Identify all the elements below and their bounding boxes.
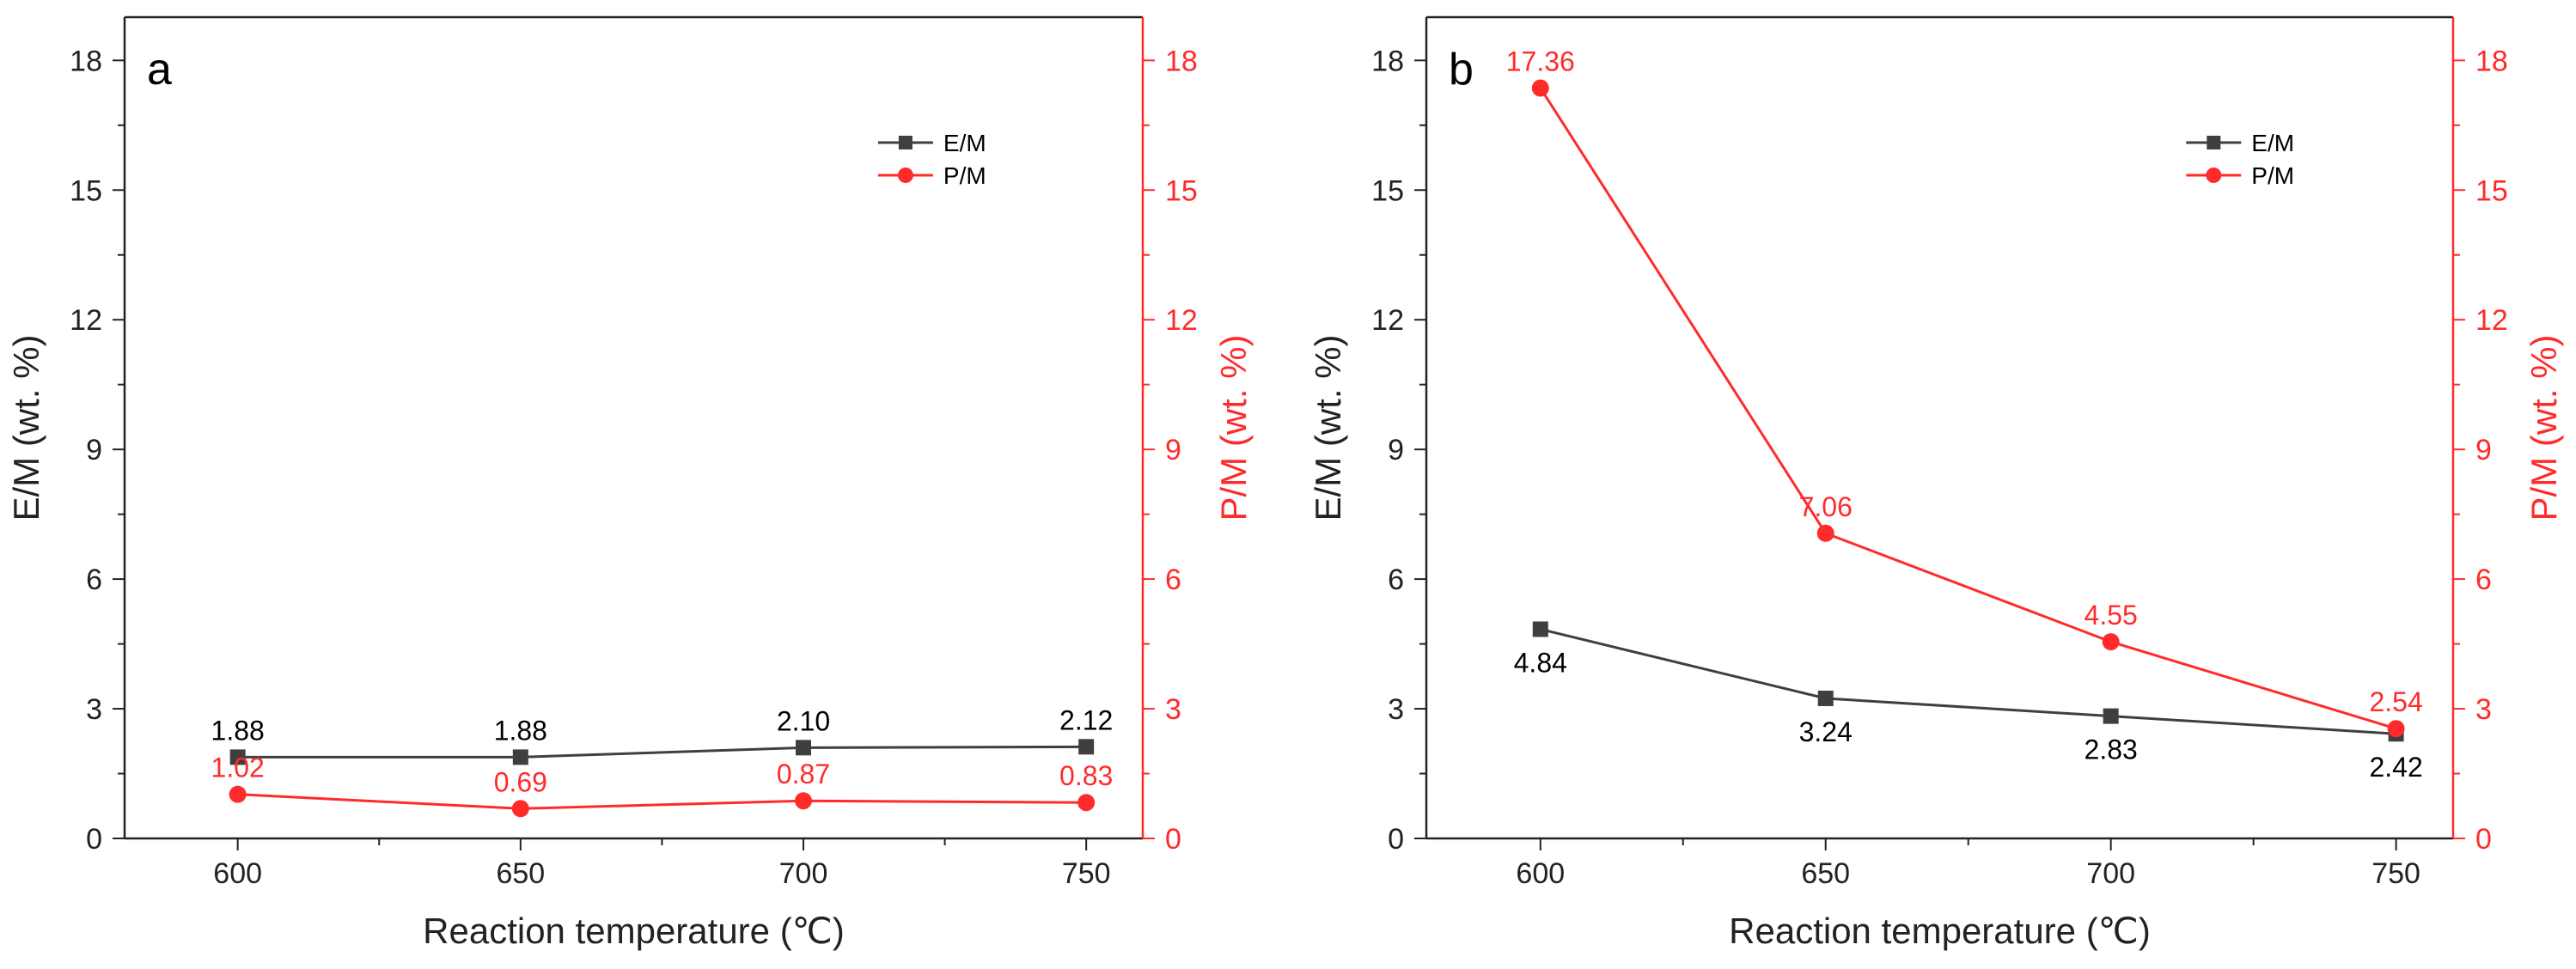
panel-a-left-tick-label: 15 — [70, 174, 102, 207]
panel-a-em-data-label: 1.88 — [211, 715, 265, 746]
panel-a-pm-data-label: 0.83 — [1059, 760, 1113, 791]
panel-a-em-point — [1078, 739, 1095, 755]
panel-a-right-axis-title: P/M (wt. %) — [1213, 335, 1254, 521]
panel-a: 0 0 3 3 6 6 9 9 12 12 15 15 18 18 600 650 700 750 Reaction… — [6, 15, 1254, 951]
panel-a-right-tick-label: 0 — [1165, 823, 1181, 856]
panel-a-x-tick-label: 600 — [213, 857, 262, 890]
panel-a-right-tick-label: 18 — [1165, 45, 1198, 77]
panel-a-left-tick-label: 0 — [86, 823, 102, 856]
panel-a-legend-pm-swatch-marker — [897, 168, 913, 183]
panel-b-left-tick-label: 3 — [1388, 693, 1404, 726]
panel-b-em-point — [2103, 708, 2119, 724]
panel-a-pm-data-label: 1.02 — [211, 753, 265, 783]
panel-a-em-data-label: 2.12 — [1059, 704, 1113, 735]
panel-b-legend-em-swatch-marker — [2207, 136, 2221, 149]
panel-a-legend-em-swatch-marker — [898, 136, 913, 149]
panel-b-right-tick-label: 15 — [2475, 174, 2508, 207]
panel-b-legend-pm-label: P/M — [2251, 162, 2294, 189]
panel-b-right-tick-label: 0 — [2475, 823, 2492, 856]
panel-a-x-tick-label: 700 — [779, 857, 828, 890]
panel-a-pm-point — [1077, 794, 1096, 812]
panel-b-em-data-label: 4.84 — [1514, 647, 1567, 678]
panel-b-pm-point — [2387, 720, 2405, 738]
panel-a-legend-em-label: E/M — [943, 130, 986, 156]
panel-b-x-tick-label: 700 — [2086, 857, 2135, 890]
panel-a-em-data-label: 2.10 — [777, 705, 830, 736]
panel-b-x-tick-label: 600 — [1516, 857, 1565, 890]
panel-b-x-tick-label: 650 — [1801, 857, 1850, 890]
panel-a-em-point — [229, 749, 246, 765]
panel-b-right-tick-label: 3 — [2475, 693, 2492, 726]
panel-b-right-axis-title: P/M (wt. %) — [2524, 335, 2564, 521]
panel-a-right-tick-label: 6 — [1165, 564, 1181, 596]
panel-a-panel-label: a — [147, 45, 172, 94]
panel-b-pm-point — [1531, 79, 1549, 97]
panel-a-left-tick-label: 12 — [70, 304, 102, 337]
panel-b-pm-data-label: 17.36 — [1506, 46, 1575, 77]
panel-b-em-line — [1540, 628, 2396, 735]
panel-a-x-tick-label: 750 — [1062, 857, 1111, 890]
panel-b-right-tick-label: 9 — [2475, 434, 2492, 466]
panel-b-x-tick-label: 750 — [2372, 857, 2420, 890]
panel-b-em-point — [1532, 621, 1548, 637]
panel-a-left-axis-title: E/M (wt. %) — [6, 335, 46, 521]
panel-a-em-point — [796, 740, 811, 756]
panel-b-left-tick-label: 12 — [1371, 304, 1404, 337]
panel-a-x-axis-title: Reaction temperature (℃) — [423, 911, 845, 951]
panel-a-left-tick-label: 6 — [86, 564, 102, 596]
panel-b-left-tick-label: 9 — [1388, 434, 1404, 466]
panel-b-em-data-label: 2.42 — [2369, 752, 2422, 783]
panel-a-left-tick-label: 18 — [70, 45, 102, 77]
panel-b-em-point — [1817, 690, 1834, 706]
panel-b-em-data-label: 3.24 — [1799, 716, 1853, 747]
panel-a-em-point — [512, 749, 528, 765]
panel-a-pm-data-label: 0.87 — [777, 759, 830, 789]
panel-b-pm-point — [1816, 524, 1834, 542]
panel-b-pm-data-label: 2.54 — [2369, 686, 2422, 717]
panel-b-pm-line — [1539, 87, 2397, 730]
panel-b-left-tick-label: 6 — [1388, 564, 1404, 596]
panel-b-legend-pm-swatch-marker — [2206, 168, 2222, 183]
panel-b-right-tick-label: 18 — [2475, 45, 2508, 77]
panel-b-pm-data-label: 4.55 — [2085, 600, 2138, 631]
panel-a-left-tick-label: 3 — [86, 693, 102, 726]
panel-a-right-tick-label: 3 — [1165, 693, 1181, 726]
panel-a-pm-point — [229, 785, 247, 803]
panel-b-left-tick-label: 15 — [1371, 174, 1404, 207]
panel-b-em-data-label: 2.83 — [2085, 734, 2138, 765]
panel-b-panel-label: b — [1449, 45, 1474, 94]
panel-a-right-tick-label: 15 — [1165, 174, 1198, 207]
panel-b-pm-point — [2102, 633, 2120, 651]
panel-a-right-tick-label: 9 — [1165, 434, 1181, 466]
panel-b-left-axis-title: E/M (wt. %) — [1308, 335, 1348, 521]
panel-b-left-tick-label: 18 — [1371, 45, 1404, 77]
panel-a-pm-data-label: 0.69 — [494, 766, 547, 797]
panel-b-legend-em-label: E/M — [2251, 130, 2294, 156]
panel-a-pm-point — [795, 792, 812, 810]
panel-a-em-data-label: 1.88 — [494, 715, 547, 746]
panel-b: 0 0 3 3 6 6 9 9 12 12 15 15 18 18 600 650 700 750 Reaction… — [1308, 15, 2564, 951]
panel-a-pm-point — [511, 800, 529, 818]
panel-b-left-tick-label: 0 — [1388, 823, 1404, 856]
panel-b-right-tick-label: 12 — [2475, 304, 2508, 337]
panel-a-em-line — [237, 745, 1087, 759]
panel-a-pm-line — [237, 793, 1087, 810]
panel-a-left-tick-label: 9 — [86, 434, 102, 466]
panel-b-right-tick-label: 6 — [2475, 564, 2492, 596]
panel-a-x-tick-label: 650 — [496, 857, 545, 890]
panel-a-legend-pm-label: P/M — [943, 162, 986, 189]
panel-b-x-axis-title: Reaction temperature (℃) — [1729, 911, 2151, 951]
panel-a-right-tick-label: 12 — [1165, 304, 1198, 337]
panel-b-pm-data-label: 7.06 — [1799, 491, 1853, 522]
